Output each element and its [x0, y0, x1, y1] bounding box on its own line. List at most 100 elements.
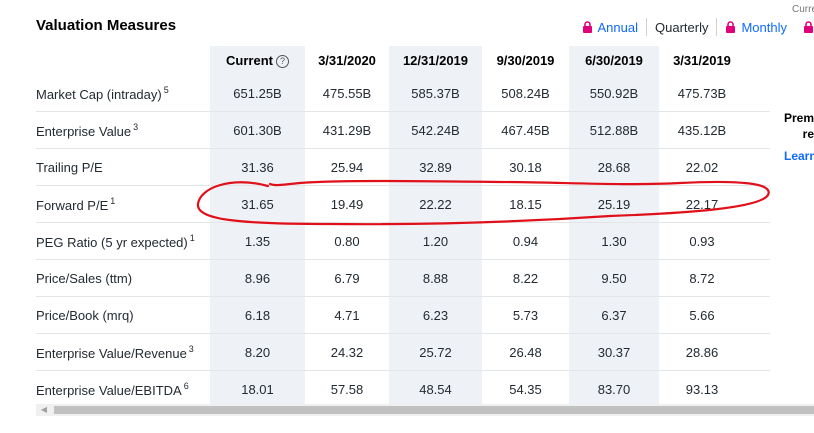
table-cell: 19.49	[305, 185, 389, 223]
table-cell: 4.71	[305, 296, 389, 334]
column-header: 6/30/2019	[569, 46, 659, 75]
table-cell: 8.22	[482, 259, 569, 297]
column-header-current: Current?	[210, 46, 305, 75]
table-cell: 18.01	[210, 370, 305, 407]
table-cell: 25.94	[305, 148, 389, 186]
table-row: Market Cap (intraday) 5 651.25B 475.55B 585.…	[36, 75, 770, 112]
row-end-spacer	[745, 259, 770, 297]
table-cell: 22.17	[659, 185, 745, 223]
table-cell: 542.24B	[389, 111, 482, 149]
row-label-text: Price/Book (mrq)	[36, 307, 134, 323]
row-label: PEG Ratio (5 yr expected) 1	[36, 222, 210, 260]
row-label: Enterprise Value/Revenue 3	[36, 333, 210, 371]
column-header: 3/31/2019	[673, 53, 731, 68]
table-row: Price/Sales (ttm) 8.96 6.79 8.88 8.22 9.50 8.7…	[36, 259, 770, 297]
table-cell: 1.35	[210, 222, 305, 260]
table-cell: 1.20	[389, 222, 482, 260]
column-header: 12/31/2019	[389, 46, 482, 75]
table-cell: 0.94	[482, 222, 569, 260]
valuation-table-container: Current? 3/31/2020 12/31/2019 9/30/2019 …	[36, 46, 770, 407]
table-cell: 6.18	[210, 296, 305, 334]
table-cell: 475.73B	[677, 85, 727, 101]
promo-learn-link[interactable]: Learn	[784, 149, 814, 163]
table-cell: 31.36	[210, 148, 305, 186]
table-cell: 651.25B	[210, 75, 305, 112]
horizontal-scrollbar[interactable]: ◀	[36, 404, 814, 416]
annual-toggle[interactable]: Annual	[574, 18, 646, 36]
table-cell: 467.45B	[482, 111, 569, 149]
column-header-label: Current	[226, 53, 273, 68]
table-row: Price/Book (mrq) 6.18 4.71 6.23 5.73 6.37 5.66	[36, 296, 770, 334]
row-label: Trailing P/E	[36, 148, 210, 186]
table-cell: 0.80	[305, 222, 389, 260]
monthly-label: Monthly	[741, 19, 787, 35]
table-cell: 30.18	[482, 148, 569, 186]
promo-heading: Premium	[784, 111, 814, 125]
footnote-marker: 1	[189, 232, 195, 243]
table-cell: 512.88B	[569, 111, 659, 149]
help-icon[interactable]: ?	[275, 55, 289, 68]
row-end-spacer	[745, 333, 770, 371]
column-header: 3/31/2020	[318, 53, 376, 68]
header-row: Current? 3/31/2020 12/31/2019 9/30/2019 …	[36, 46, 770, 75]
table-cell: 22.22	[389, 185, 482, 223]
row-label: Enterprise Value 3	[36, 111, 210, 149]
table-cell: 5.73	[482, 296, 569, 334]
row-label-text: Enterprise Value	[36, 123, 132, 139]
quarterly-toggle[interactable]: Quarterly	[646, 18, 718, 36]
table-cell: 508.24B	[501, 85, 550, 101]
table-cell: 9.50	[569, 259, 659, 297]
table-cell: 550.92B	[569, 75, 659, 112]
table-row: Enterprise Value/Revenue 3 8.20 24.32 25.72 2…	[36, 333, 770, 371]
scroll-left-arrow-icon[interactable]: ◀	[40, 405, 48, 414]
footnote-marker: 6	[183, 380, 189, 391]
table-cell: 25.19	[569, 185, 659, 223]
monthly-toggle[interactable]: Monthly	[717, 18, 795, 36]
table-cell: 57.58	[305, 370, 389, 407]
clipped-toggle[interactable]	[795, 18, 814, 36]
row-end-spacer	[745, 148, 770, 186]
lock-icon	[582, 21, 593, 33]
table-cell: 26.48	[482, 333, 569, 371]
promo-subtext: re	[802, 127, 814, 141]
table-cell: 24.32	[305, 333, 389, 371]
row-end-spacer	[745, 296, 770, 334]
scrollbar-thumb[interactable]	[54, 406, 814, 414]
row-label: Price/Book (mrq)	[36, 296, 210, 334]
lock-icon	[725, 21, 736, 33]
table-cell: 0.93	[659, 222, 745, 260]
table-cell: 601.30B	[210, 111, 305, 149]
row-end-spacer	[745, 185, 770, 223]
table-cell: 6.37	[569, 296, 659, 334]
table-cell: 5.66	[659, 296, 745, 334]
table-cell: 22.02	[659, 148, 745, 186]
row-label: Forward P/E 1	[36, 185, 210, 223]
table-row: Trailing P/E 31.36 25.94 32.89 30.18 28.68 22.…	[36, 148, 770, 186]
table-cell: 93.13	[659, 370, 745, 407]
table-row: PEG Ratio (5 yr expected) 1 1.35 0.80 1.20 0.…	[36, 222, 770, 260]
table-cell: 28.86	[659, 333, 745, 371]
footnote-marker: 5	[163, 84, 169, 95]
row-end-spacer	[745, 75, 770, 112]
row-label-text: Enterprise Value/EBITDA	[36, 382, 182, 398]
row-label-text: Price/Sales (ttm)	[36, 270, 133, 286]
table-row: Forward P/E 1 31.65 19.49 22.22 18.15 25.19 22.…	[36, 185, 770, 223]
footnote-marker: 3	[133, 121, 139, 132]
row-label: Price/Sales (ttm)	[36, 259, 210, 297]
annual-label: Annual	[597, 19, 638, 35]
quarterly-label: Quarterly	[655, 19, 709, 35]
footnote-marker: 1	[110, 195, 116, 206]
table-cell: 25.72	[389, 333, 482, 371]
table-cell: 6.23	[389, 296, 482, 334]
table-cell: 31.65	[210, 185, 305, 223]
row-end-spacer	[745, 222, 770, 260]
row-label-text: PEG Ratio (5 yr expected)	[36, 234, 188, 250]
table-cell: 431.29B	[305, 111, 389, 149]
header-label-spacer	[36, 46, 210, 75]
row-end-spacer	[745, 111, 770, 149]
table-cell: 30.37	[569, 333, 659, 371]
table-cell: 48.54	[389, 370, 482, 407]
table-cell: 475.55B	[322, 85, 372, 101]
table-cell: 8.96	[210, 259, 305, 297]
table-cell: 54.35	[482, 370, 569, 407]
